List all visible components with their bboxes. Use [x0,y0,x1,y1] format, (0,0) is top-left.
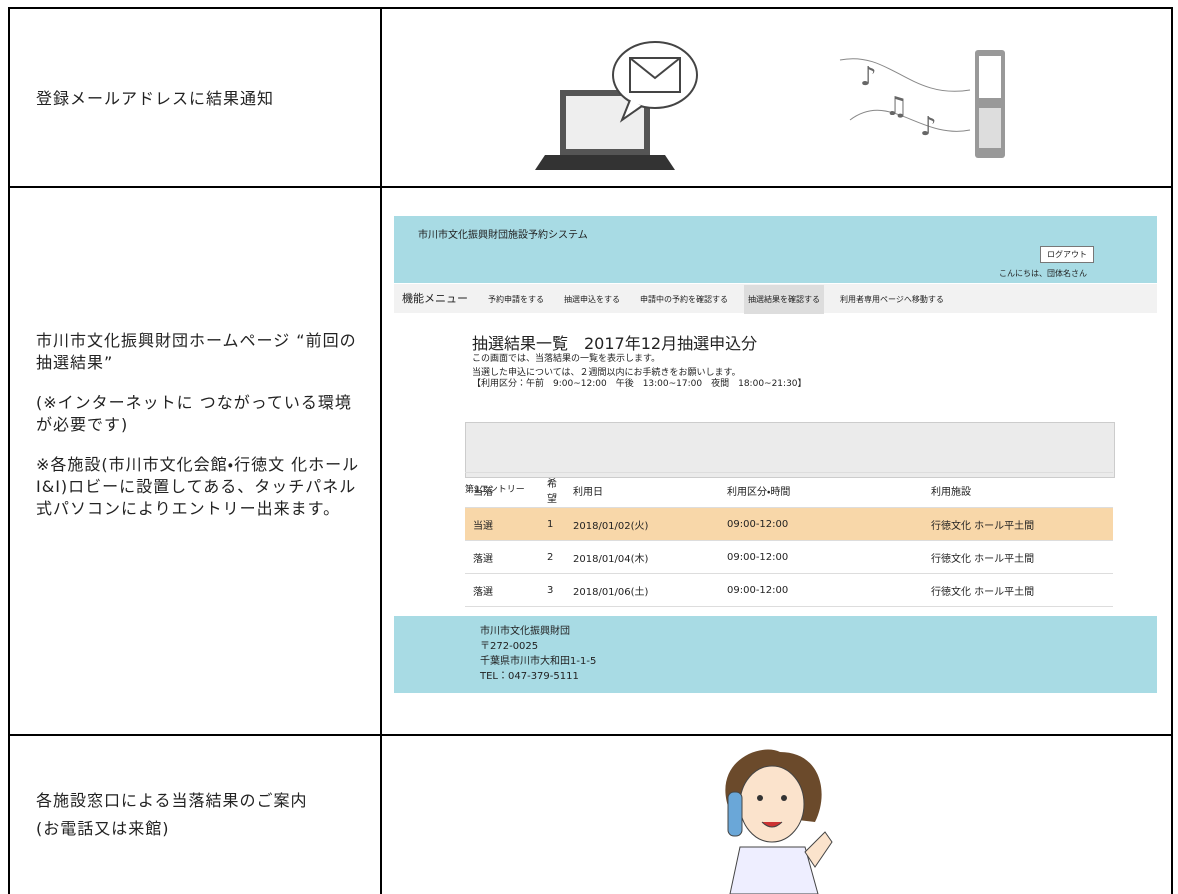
cell: 2018/01/06(土) [565,573,719,607]
cell: 2 [539,540,565,574]
menu-item[interactable]: 抽選結果を確認する [744,285,824,314]
screenshot: 市川市文化振興財団施設予約システム ログアウト こんにちは、団体名さん 機能メニ… [394,216,1157,693]
menu-item[interactable]: 予約申請をする [488,295,544,304]
description-line: 当選した申込については、２週間以内にお手続きをお願いします。 [472,368,741,378]
system-title: 市川市文化振興財団施設予約システム [418,230,588,241]
svg-text:♫: ♫ [885,92,908,122]
cell: 09:00-12:00 [719,540,923,574]
cell: 09:00-12:00 [719,507,923,541]
label-text: 市川市文化振興財団ホームページ “前回の抽選結果” [36,331,357,372]
cell: 行徳文化 ホール平土間 [923,507,1113,541]
border [1171,7,1173,894]
notification-icons: ♪ ♫ ♪ [535,41,1005,170]
svg-text:♪: ♪ [920,112,937,142]
footer-line: 〒272-0025 [480,641,539,652]
header-cell: 利用区分・時間 [719,472,923,508]
header-cell: 希望 [539,472,565,508]
footer-text: 市川市文化振興財団 〒272-0025 千葉県市川市大和田1-1-5 TEL：0… [480,624,596,684]
operator-illustration [725,749,833,894]
label-text: (お電話又は来館) [36,819,170,838]
logout-button[interactable]: ログアウト [1040,246,1094,263]
header: 市川市文化振興財団施設予約システム ログアウト こんにちは、団体名さん [394,216,1157,283]
label-text: (※インターネットに つながっている環境が必要です) [36,393,352,434]
footer-line: TEL：047-379-5111 [480,671,579,682]
result-table: 当落 希望 利用日 利用区分・時間 利用施設 当選 1 2018/01/02(火) 09:00… [465,472,1113,607]
footer-line: 千葉県市川市大和田1-1-5 [480,656,597,667]
message-box [465,422,1115,478]
description: この画面では、当落結果の一覧を表示します。 当選した申込については、２週間以内に… [472,354,807,390]
cell: 行徳文化 ホール平土間 [923,540,1113,574]
menu-item[interactable]: 抽選申込をする [564,295,620,304]
header-cell: 当落 [465,472,539,508]
border [8,186,1173,188]
heading: 抽選結果一覧 2017年12月抽選申込分 [472,334,758,353]
border [380,7,382,894]
cell: 09:00-12:00 [719,573,923,607]
svg-text:♪: ♪ [860,62,877,92]
nav-bar: 機能メニュー 予約申請をする 抽選申込をする 申請中の予約を確認する 抽選結果を確認する… [394,284,1157,314]
header-cell: 利用日 [565,472,719,508]
border [8,7,10,894]
description-line: この画面では、当落結果の一覧を表示します。 [472,354,661,364]
label-text: 登録メールアドレスに結果通知 [36,89,275,108]
menu-label: 機能メニュー [402,292,468,305]
border [8,734,1173,736]
row-label: 登録メールアドレスに結果通知 [36,88,366,128]
cell: 3 [539,573,565,607]
row-label: 各施設窓口による当落結果のご案内 (お電話又は来館) [36,790,376,840]
menu-item[interactable]: 利用者専用ページへ移動する [840,295,944,304]
border [8,7,1173,9]
footer-line: 市川市文化振興財団 [480,626,570,637]
header-cell: 利用施設 [923,472,1113,508]
footer: 市川市文化振興財団 〒272-0025 千葉県市川市大和田1-1-5 TEL：0… [394,616,1157,693]
row-label: 市川市文化振興財団ホームページ “前回の抽選結果” (※インターネットに つなが… [36,330,366,538]
cell: 落選 [465,573,539,607]
label-text: ※各施設(市川市文化会館・行徳文 化ホールI&I)ロビーに設置してある、タッチパ… [36,455,360,518]
menu-item[interactable]: 申請中の予約を確認する [640,295,728,304]
cell: 行徳文化 ホール平土間 [923,573,1113,607]
cell: 2018/01/04(木) [565,540,719,574]
cell: 2018/01/02(火) [565,507,719,541]
description-line: 【利用区分：午前 9:00~12:00 午後 13:00~17:00 夜間 18… [472,379,807,389]
greeting: こんにちは、団体名さん [999,269,1087,278]
cell: 1 [539,507,565,541]
cell: 当選 [465,507,539,541]
label-text: 各施設窓口による当落結果のご案内 [36,791,308,810]
cell: 落選 [465,540,539,574]
